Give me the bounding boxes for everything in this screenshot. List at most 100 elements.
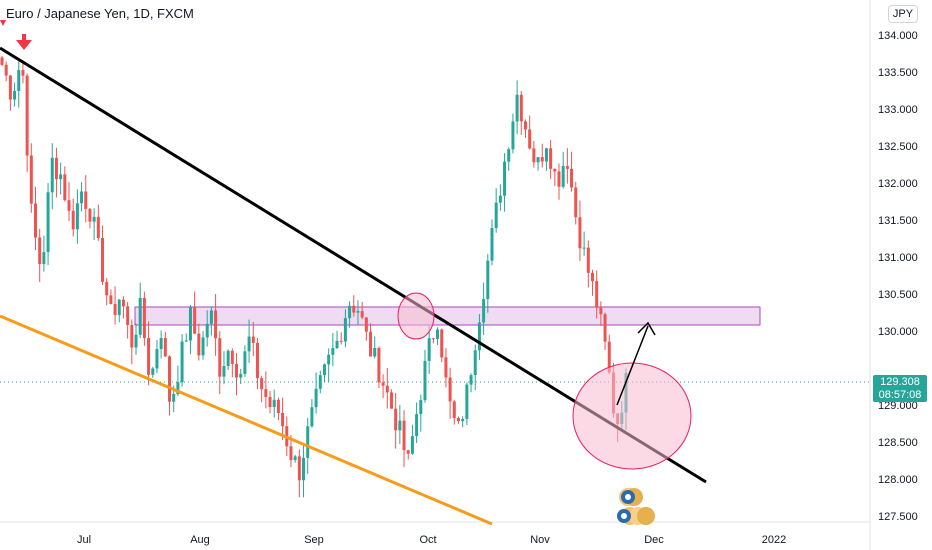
time-tick-label: Dec [644, 534, 664, 546]
candle-up [222, 366, 226, 377]
candle-down [281, 412, 285, 427]
candle-down [586, 247, 590, 273]
candle-up [138, 297, 142, 335]
candle-up [239, 373, 243, 378]
candle-up [247, 336, 251, 352]
candle-up [482, 299, 486, 323]
candle-down [540, 157, 544, 162]
currency-button[interactable]: JPY [888, 5, 918, 23]
candle-down [21, 70, 25, 76]
candle-up [436, 329, 440, 339]
price-tick-label: 131.000 [878, 252, 918, 264]
candle-down [168, 356, 172, 402]
candle-down [590, 272, 594, 282]
candle-up [398, 420, 402, 431]
candle-up [184, 340, 188, 342]
time-tick-label: Jul [77, 534, 91, 546]
candle-up [80, 191, 84, 204]
candle-down [297, 456, 301, 481]
candle-up [503, 161, 507, 196]
candle-down [565, 166, 569, 169]
plot-area[interactable] [0, 0, 870, 522]
candles-group [0, 55, 628, 498]
candle-up [494, 202, 498, 229]
retest-circle[interactable] [572, 362, 692, 470]
candle-down [339, 340, 343, 342]
candle-down [34, 203, 38, 238]
candle-down [377, 347, 381, 383]
candle-up [498, 195, 502, 203]
candle-up [310, 407, 314, 427]
price-tick-label: 133.500 [878, 67, 918, 79]
candle-up [272, 399, 276, 408]
breakout-circle[interactable] [397, 292, 435, 340]
candle-up [306, 426, 310, 458]
candle-up [134, 334, 138, 348]
candle-up [419, 400, 423, 415]
candle-up [335, 340, 339, 349]
projection-arrow[interactable] [616, 321, 656, 406]
candle-up [13, 90, 17, 100]
candle-up [293, 456, 297, 461]
candle-down [381, 382, 385, 386]
candle-up [117, 299, 121, 316]
candle-down [360, 311, 364, 318]
candle-down [289, 446, 293, 461]
candle-down [352, 305, 356, 313]
candle-up [544, 148, 548, 162]
candle-down [88, 208, 92, 222]
candle-down [389, 392, 393, 409]
candle-down [130, 325, 134, 348]
candle-up [465, 384, 469, 419]
candle-up [373, 347, 377, 357]
candle-down [0, 57, 4, 65]
time-tick-label: Aug [190, 534, 210, 546]
price-tick-label: 127.500 [878, 511, 918, 523]
candle-down [113, 304, 117, 316]
candle-down [444, 357, 448, 378]
candle-up [327, 354, 331, 365]
orange-trendline[interactable] [0, 314, 493, 526]
candle-up [343, 318, 347, 342]
candle-up [515, 94, 519, 122]
candle-down [599, 307, 603, 315]
candle-down [251, 336, 255, 344]
time-axis[interactable]: Jul Aug Sep Oct Nov Dec 2022 [77, 534, 786, 546]
candle-up [50, 157, 54, 193]
candle-down [4, 64, 8, 76]
down-arrow-icon [0, 20, 6, 26]
candle-up [180, 341, 184, 383]
candle-up [302, 457, 306, 481]
candle-down [532, 148, 536, 163]
candle-down [574, 187, 578, 218]
candle-up [314, 388, 318, 408]
candle-up [356, 311, 360, 313]
price-axis[interactable]: 134.000 133.500 133.000 132.500 132.000 131.5… [878, 30, 918, 523]
event-icons[interactable] [617, 488, 655, 525]
candle-up [486, 260, 490, 300]
candle-down [406, 450, 410, 454]
candle-down [197, 333, 201, 356]
time-tick-label: Nov [530, 534, 550, 546]
candle-down [394, 408, 398, 431]
candle-down [121, 299, 125, 307]
candle-down [276, 399, 280, 413]
time-tick-label: Sep [304, 534, 324, 546]
candle-down [385, 385, 389, 393]
candle-up [92, 216, 96, 222]
chart-title: Euro / Japanese Yen, 1D, FXCM [6, 6, 194, 21]
candle-up [582, 247, 586, 249]
candle-up [159, 338, 163, 350]
current-price-tag: 129.308 08:57:08 [873, 375, 927, 402]
time-tick-label: Oct [419, 534, 436, 546]
candle-up [322, 364, 326, 376]
candle-down [528, 129, 532, 149]
candle-down [523, 121, 527, 130]
candle-down [260, 378, 264, 390]
candle-down [448, 377, 452, 402]
candle-down [142, 297, 146, 339]
candle-up [75, 203, 79, 230]
price-tick-label: 129.000 [878, 400, 918, 412]
candle-down [440, 329, 444, 358]
